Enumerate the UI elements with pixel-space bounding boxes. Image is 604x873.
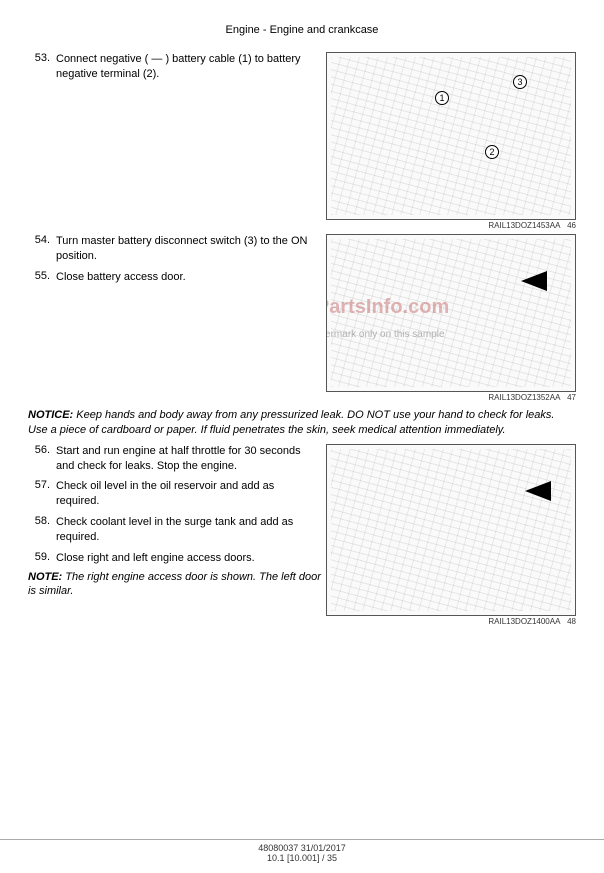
figure-48-idx: 48 <box>567 617 576 626</box>
figure-47-code: RAIL13DOZ1352AA <box>488 393 560 402</box>
notice-block: NOTICE: Keep hands and body away from an… <box>28 408 576 438</box>
figure-47-caption: RAIL13DOZ1352AA 47 <box>326 392 576 402</box>
step-54-num: 54. <box>28 234 56 264</box>
figure-46-caption: RAIL13DOZ1453AA 46 <box>326 220 576 230</box>
figure-48-caption: RAIL13DOZ1400AA 48 <box>326 616 576 626</box>
step-55-text: Close battery access door. <box>56 270 326 285</box>
figure-46-art <box>331 57 571 215</box>
page-footer: 48080037 31/01/2017 10.1 [10.001] / 35 <box>0 839 604 863</box>
notice-label: NOTICE: <box>28 409 73 421</box>
figure-46: 1 2 3 <box>326 52 576 220</box>
page-content: 53. Connect negative ( — ) battery cable… <box>0 52 604 626</box>
figure-47: ePartsInfo.com watermark only on this sa… <box>326 234 576 392</box>
note-text: The right engine access door is shown. T… <box>28 571 321 598</box>
figure-48-code: RAIL13DOZ1400AA <box>488 617 560 626</box>
step-58-text: Check coolant level in the surge tank an… <box>56 515 326 545</box>
figure-48-block: RAIL13DOZ1400AA 48 <box>326 444 576 626</box>
figure-47-art <box>331 239 571 387</box>
notice-text: Keep hands and body away from any pressu… <box>28 409 554 436</box>
figure-47-arrow-icon <box>521 271 547 291</box>
step-57-text: Check oil level in the oil reservoir and… <box>56 479 326 509</box>
step-58-num: 58. <box>28 515 56 545</box>
step-57-num: 57. <box>28 479 56 509</box>
figure-47-idx: 47 <box>567 393 576 402</box>
footer-line-1: 48080037 31/01/2017 <box>0 843 604 853</box>
step-59-text: Close right and left engine access doors… <box>56 551 326 566</box>
step-56-59-row: 56. Start and run engine at half throttl… <box>28 444 576 626</box>
step-54-55-row: 54. Turn master battery disconnect switc… <box>28 234 576 402</box>
figure-47-block: ePartsInfo.com watermark only on this sa… <box>326 234 576 402</box>
step-53-text: Connect negative ( — ) battery cable (1)… <box>56 52 326 82</box>
step-56-num: 56. <box>28 444 56 474</box>
step-53-num: 53. <box>28 52 56 64</box>
step-54-text: Turn master battery disconnect switch (3… <box>56 234 326 264</box>
figure-46-label-1: 1 <box>435 91 449 105</box>
figure-46-idx: 46 <box>567 221 576 230</box>
footer-line-2: 10.1 [10.001] / 35 <box>0 853 604 863</box>
note-block: NOTE: The right engine access door is sh… <box>28 570 326 600</box>
step-53-row: 53. Connect negative ( — ) battery cable… <box>28 52 576 230</box>
figure-48 <box>326 444 576 616</box>
step-59-num: 59. <box>28 551 56 566</box>
figure-48-art <box>331 449 571 611</box>
figure-46-block: 1 2 3 RAIL13DOZ1453AA 46 <box>326 52 576 230</box>
step-56-text: Start and run engine at half throttle fo… <box>56 444 326 474</box>
note-label: NOTE: <box>28 571 62 583</box>
step-55-num: 55. <box>28 270 56 285</box>
figure-48-arrow-icon <box>525 481 551 501</box>
page-header: Engine - Engine and crankcase <box>0 0 604 52</box>
figure-46-code: RAIL13DOZ1453AA <box>488 221 560 230</box>
figure-46-label-3: 3 <box>513 75 527 89</box>
figure-46-label-2: 2 <box>485 145 499 159</box>
